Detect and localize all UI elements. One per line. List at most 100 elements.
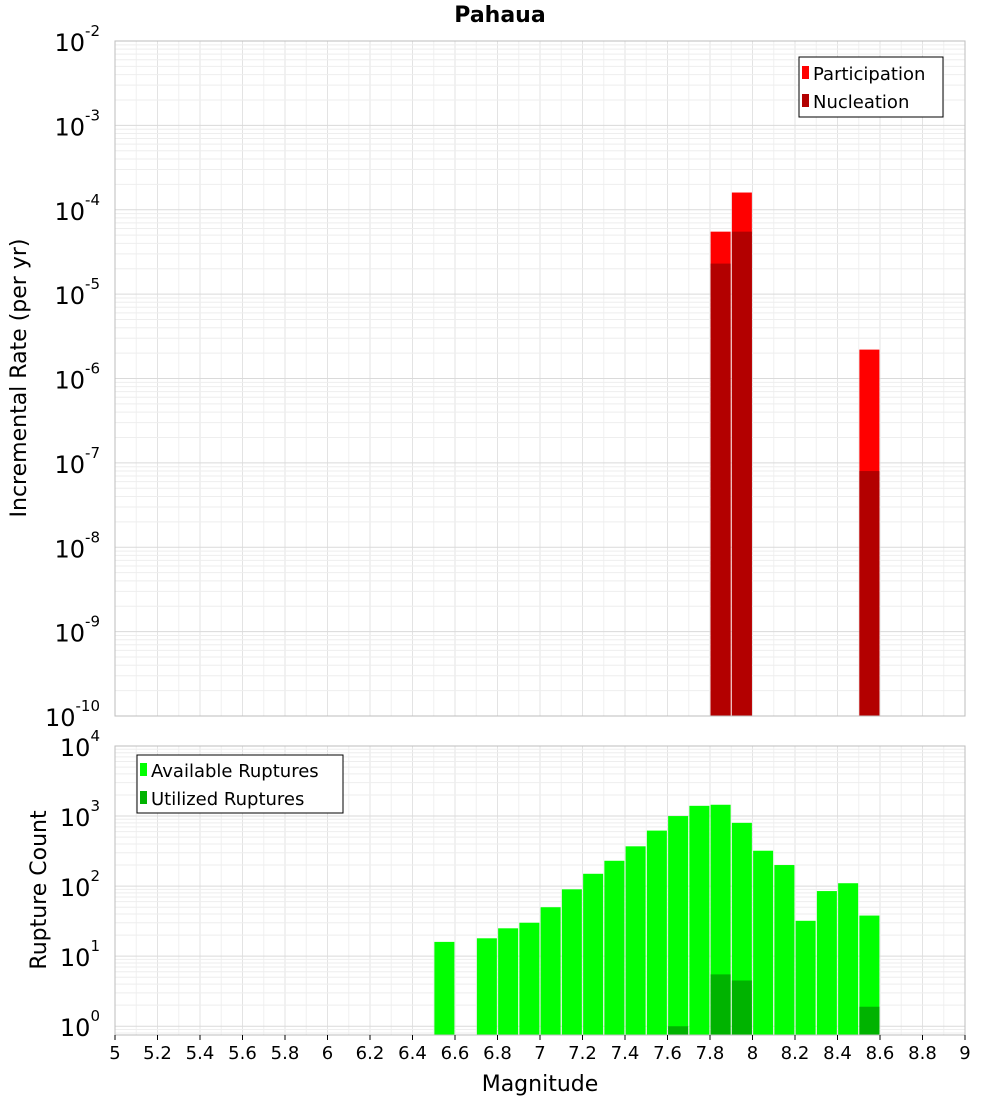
rate-y-tick-label: 10-7: [54, 444, 100, 479]
nucleation-bar: [710, 263, 731, 716]
x-tick-label: 5.6: [228, 1043, 257, 1064]
rate-y-tick-label: 10-6: [54, 360, 100, 395]
x-tick-label: 6.6: [441, 1043, 470, 1064]
x-tick-label: 5.4: [186, 1043, 215, 1064]
available-ruptures-bar: [816, 891, 837, 1035]
tick-exponent: -5: [85, 275, 100, 293]
tick-exponent: 3: [90, 797, 100, 815]
available-ruptures-bar: [795, 920, 816, 1035]
x-tick-label: 8: [747, 1043, 758, 1064]
utilized-ruptures-bar: [668, 1026, 689, 1035]
utilized-ruptures-bar: [710, 974, 731, 1035]
utilized-legend-swatch: [140, 791, 147, 804]
available-ruptures-bar: [774, 865, 795, 1035]
utilized-ruptures-bar: [731, 980, 752, 1035]
available-ruptures-bar: [540, 907, 561, 1035]
x-tick-label: 7.4: [611, 1043, 640, 1064]
available-ruptures-bar: [476, 938, 497, 1035]
available-ruptures-bar: [519, 922, 540, 1035]
nucleation-legend-label: Nucleation: [813, 92, 909, 113]
x-tick-label: 8.8: [908, 1043, 937, 1064]
rate-y-axis-label: Incremental Rate (per yr): [7, 239, 32, 518]
count-y-tick-label: 103: [60, 797, 100, 832]
x-tick-label: 8.2: [781, 1043, 810, 1064]
tick-base: 10: [54, 282, 85, 310]
utilized-legend-label: Utilized Ruptures: [151, 789, 304, 810]
nucleation-bar: [731, 231, 752, 716]
available-ruptures-bar: [753, 850, 774, 1035]
count-y-tick-label: 101: [60, 937, 100, 972]
available-ruptures-bar: [583, 873, 604, 1035]
count-bars: [434, 804, 880, 1035]
available-ruptures-bar: [646, 830, 667, 1035]
x-tick-label: 6.8: [483, 1043, 512, 1064]
x-axis-label: Magnitude: [482, 1072, 599, 1097]
available-ruptures-bar: [689, 805, 710, 1035]
participation-legend-label: Participation: [813, 64, 925, 85]
available-legend-swatch: [140, 763, 147, 776]
available-ruptures-bar: [498, 928, 519, 1035]
available-ruptures-bar: [561, 889, 582, 1035]
nucleation-bar: [859, 471, 880, 716]
magnitude-x-ticks: 5 5.2 5.4 5.6 5.8 6 6.2 6.4 6.6 6.8 7 7.2 7.4 7.6 7.8 8…: [109, 1035, 971, 1064]
rate-y-tick-label: 10-8: [54, 528, 100, 563]
rate-y-ticks: 10-210-310-410-510-610-710-810-910-10: [45, 22, 100, 732]
nucleation-legend-swatch: [802, 94, 809, 107]
x-tick-label: 5: [109, 1043, 120, 1064]
tick-exponent: -4: [85, 191, 100, 209]
tick-exponent: -10: [76, 697, 101, 715]
tick-exponent: -3: [85, 106, 100, 124]
available-ruptures-bar: [668, 816, 689, 1035]
available-ruptures-bar: [604, 860, 625, 1035]
available-legend-label: Available Ruptures: [151, 761, 319, 782]
x-tick-label: 6: [322, 1043, 333, 1064]
rate-legend-box: [798, 56, 944, 118]
tick-base: 10: [54, 620, 85, 648]
tick-base: 10: [54, 367, 85, 395]
chart-title: Pahaua: [454, 3, 545, 28]
rate-y-tick-label: 10-5: [54, 275, 100, 310]
x-tick-label: 5.2: [143, 1043, 172, 1064]
rate-gridlines: [114, 40, 966, 717]
tick-base: 10: [54, 113, 85, 141]
x-tick-label: 8.6: [866, 1043, 895, 1064]
tick-base: 10: [54, 29, 85, 57]
tick-exponent: 0: [90, 1007, 100, 1025]
x-tick-label: 7: [534, 1043, 545, 1064]
x-tick-label: 9: [959, 1043, 970, 1064]
tick-base: 10: [60, 1014, 91, 1042]
count-y-tick-label: 100: [60, 1007, 100, 1042]
utilized-ruptures-bar: [859, 1006, 880, 1035]
rate-y-tick-label: 10-10: [45, 697, 100, 732]
available-ruptures-bar: [625, 846, 646, 1035]
rate-y-tick-label: 10-3: [54, 106, 100, 141]
x-tick-label: 8.4: [823, 1043, 852, 1064]
x-tick-label: 5.8: [271, 1043, 300, 1064]
x-tick-label: 6.4: [398, 1043, 427, 1064]
count-legend-box: [136, 754, 344, 814]
count-legend: Available Ruptures Utilized Ruptures: [136, 754, 344, 814]
tick-exponent: 2: [90, 867, 100, 885]
participation-legend-swatch: [802, 66, 809, 79]
tick-exponent: 1: [90, 937, 100, 955]
count-y-tick-label: 102: [60, 867, 100, 902]
rate-y-tick-label: 10-9: [54, 613, 100, 648]
tick-exponent: -8: [85, 528, 100, 546]
rate-y-tick-label: 10-2: [54, 22, 100, 57]
tick-base: 10: [45, 704, 76, 732]
tick-exponent: 4: [90, 727, 100, 745]
rate-y-tick-label: 10-4: [54, 191, 100, 226]
x-tick-label: 7.2: [568, 1043, 597, 1064]
available-ruptures-bar: [859, 915, 880, 1035]
count-y-axis-label: Rupture Count: [27, 810, 52, 970]
tick-exponent: -9: [85, 613, 100, 631]
tick-base: 10: [60, 874, 91, 902]
count-y-tick-label: 104: [60, 727, 100, 762]
tick-exponent: -7: [85, 444, 100, 462]
x-tick-label: 6.2: [356, 1043, 385, 1064]
x-tick-label: 7.6: [653, 1043, 682, 1064]
tick-base: 10: [60, 804, 91, 832]
